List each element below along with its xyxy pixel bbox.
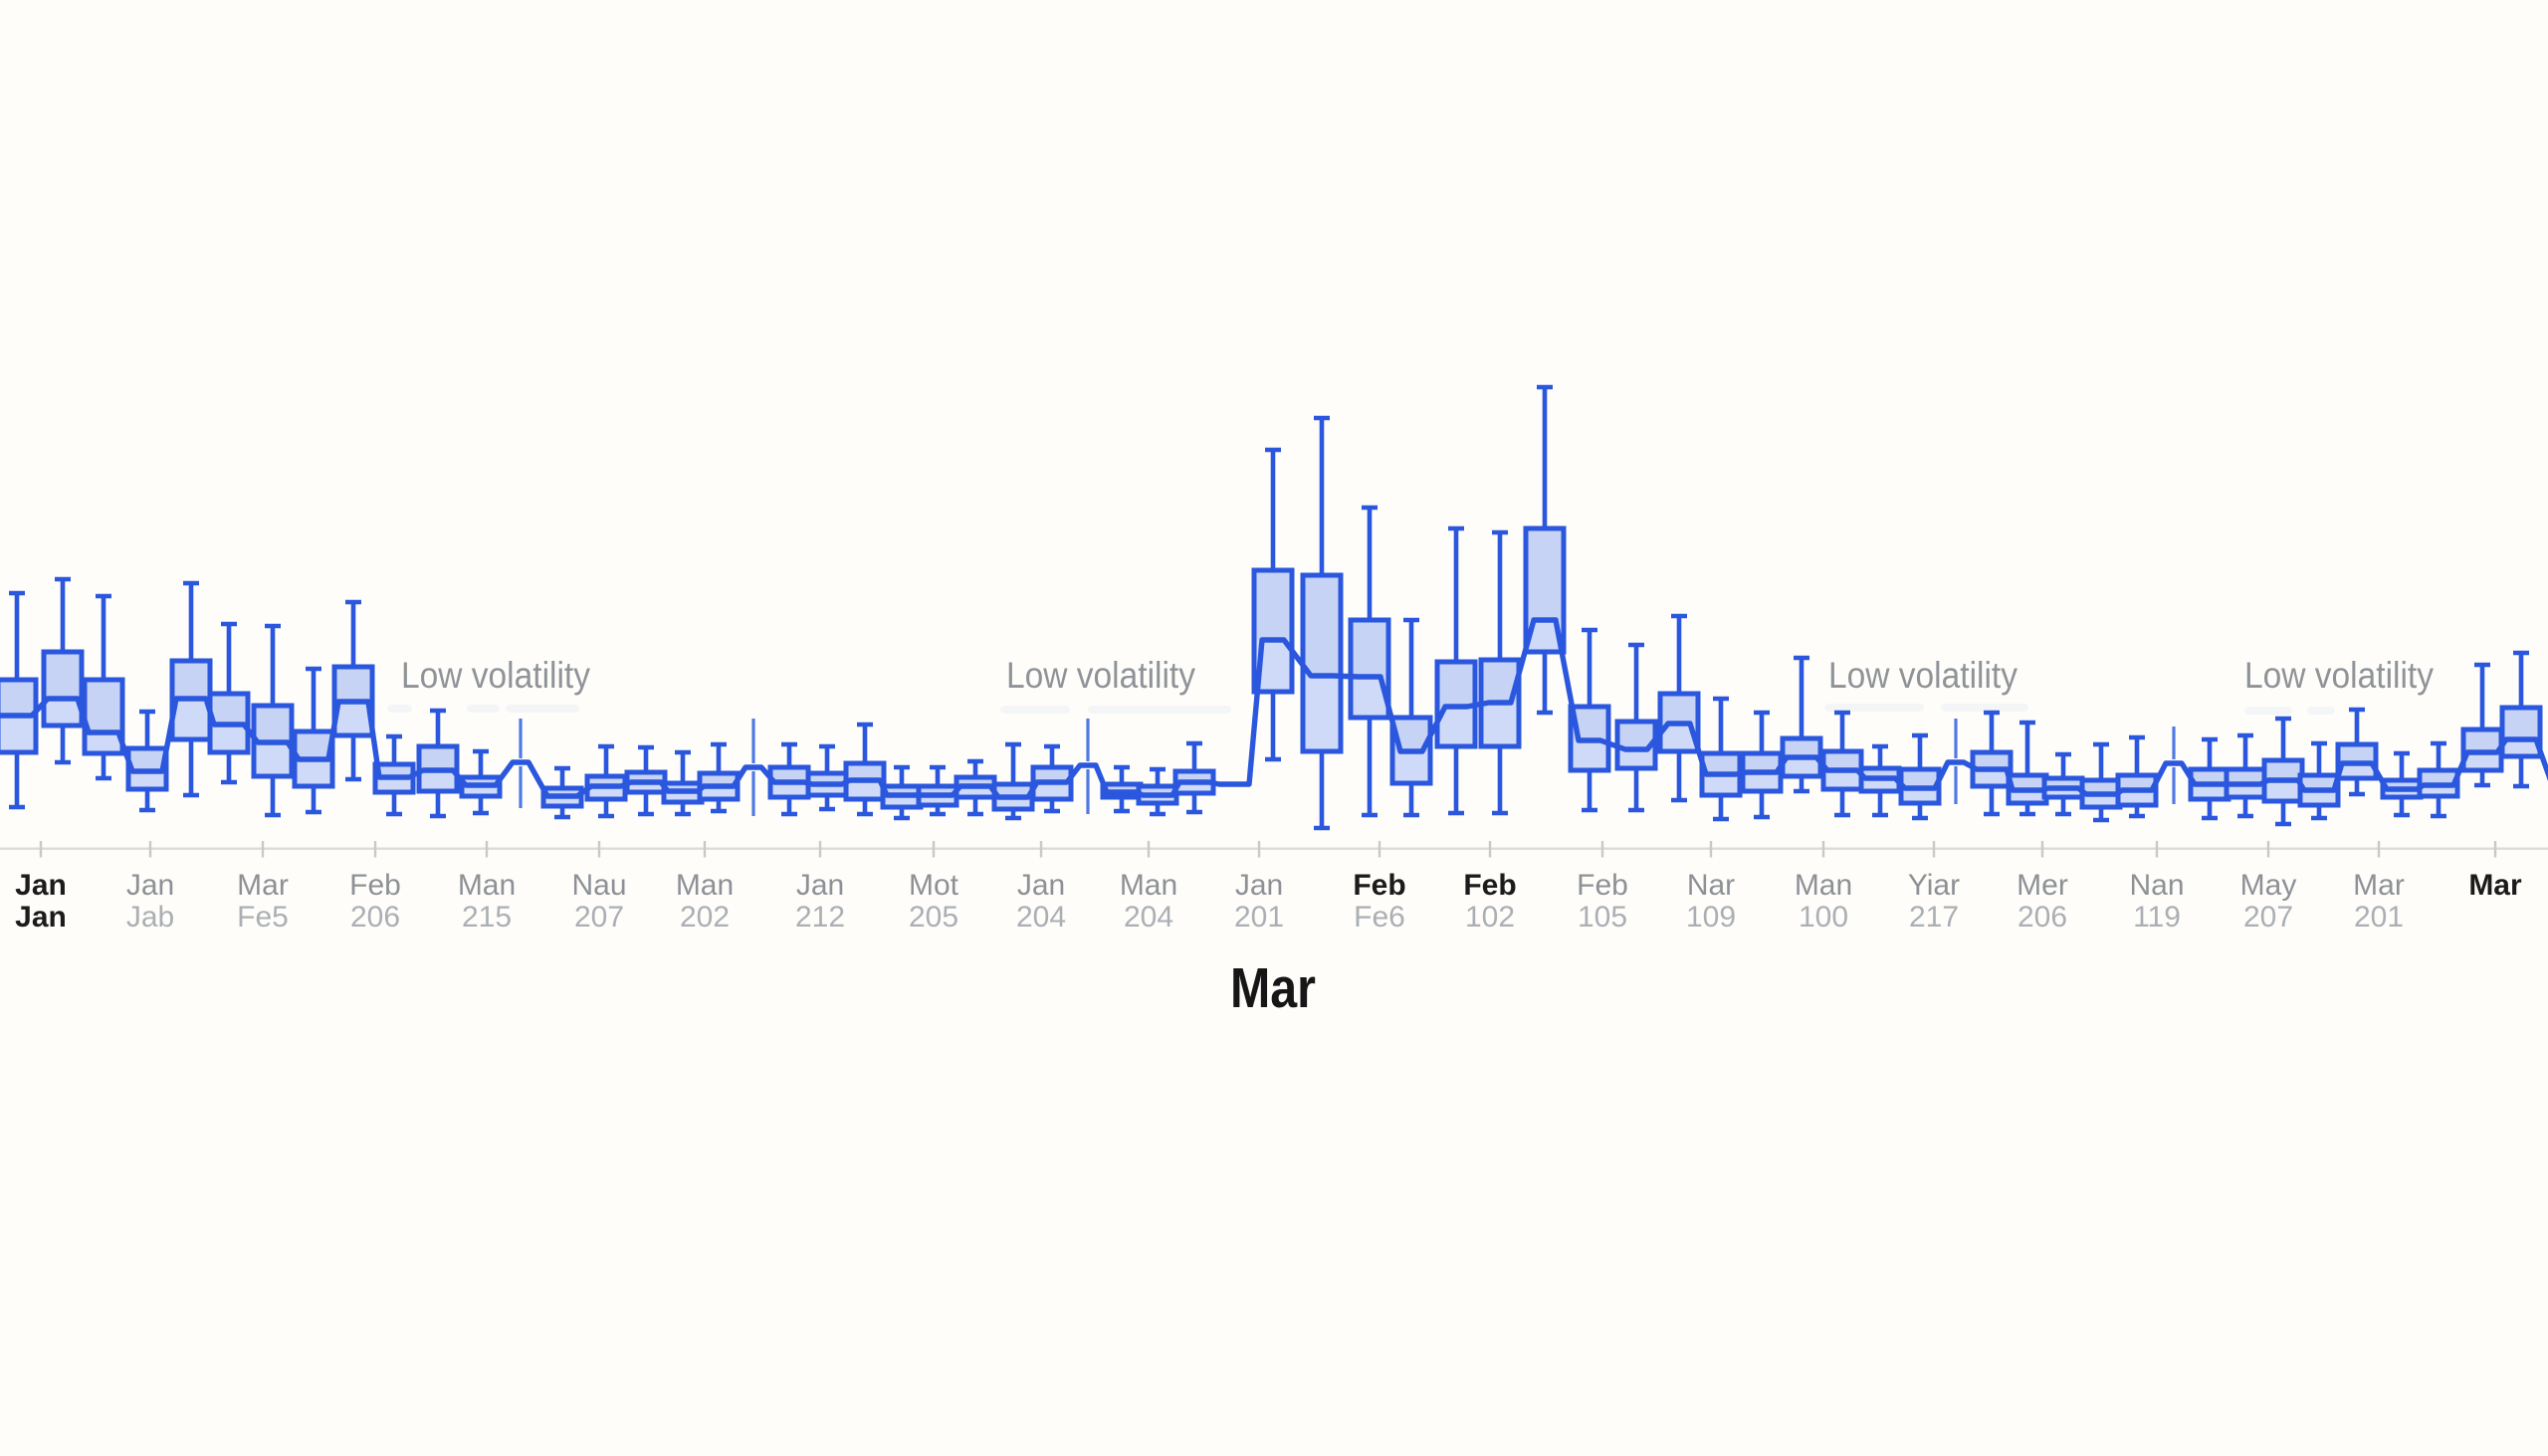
svg-text:Jan: Jan xyxy=(796,869,844,902)
svg-text:Mar: Mar xyxy=(2468,869,2522,902)
svg-text:Mer: Mer xyxy=(2017,869,2068,902)
svg-text:Feb: Feb xyxy=(1353,869,1405,902)
svg-text:206: 206 xyxy=(2017,901,2067,934)
svg-text:109: 109 xyxy=(1686,901,1736,934)
svg-text:206: 206 xyxy=(350,901,400,934)
svg-text:Low volatility: Low volatility xyxy=(1006,655,1195,696)
svg-text:May: May xyxy=(2240,869,2297,902)
svg-text:Man: Man xyxy=(458,869,516,902)
svg-text:217: 217 xyxy=(1909,901,1959,934)
svg-text:105: 105 xyxy=(1578,901,1627,934)
svg-text:Man: Man xyxy=(1795,869,1852,902)
svg-text:207: 207 xyxy=(574,901,624,934)
svg-text:Jan: Jan xyxy=(15,901,67,934)
svg-text:Jan: Jan xyxy=(15,869,67,902)
svg-text:Feb: Feb xyxy=(1463,869,1516,902)
svg-text:Feb: Feb xyxy=(1577,869,1628,902)
svg-text:201: 201 xyxy=(2354,901,2404,934)
svg-text:204: 204 xyxy=(1124,901,1173,934)
svg-text:119: 119 xyxy=(2133,901,2181,934)
svg-text:100: 100 xyxy=(1799,901,1848,934)
svg-text:Jan: Jan xyxy=(126,869,174,902)
svg-text:Nau: Nau xyxy=(571,869,626,902)
svg-text:Feb: Feb xyxy=(349,869,401,902)
svg-text:Mot: Mot xyxy=(909,869,959,902)
svg-text:Low volatility: Low volatility xyxy=(1828,655,2017,696)
svg-text:Nar: Nar xyxy=(1687,869,1735,902)
svg-text:215: 215 xyxy=(462,901,512,934)
svg-text:202: 202 xyxy=(680,901,730,934)
svg-text:201: 201 xyxy=(1234,901,1284,934)
svg-text:Man: Man xyxy=(676,869,734,902)
svg-text:Fe6: Fe6 xyxy=(1354,901,1405,934)
svg-text:Yiar: Yiar xyxy=(1908,869,1960,902)
svg-text:Mar: Mar xyxy=(237,869,289,902)
svg-text:102: 102 xyxy=(1465,901,1515,934)
svg-text:Low volatility: Low volatility xyxy=(401,655,590,696)
svg-text:Mar: Mar xyxy=(1230,956,1316,1020)
svg-text:Low volatility: Low volatility xyxy=(2244,655,2434,696)
svg-text:205: 205 xyxy=(909,901,958,934)
svg-text:Mar: Mar xyxy=(2353,869,2405,902)
svg-text:Man: Man xyxy=(1120,869,1177,902)
svg-text:Fe5: Fe5 xyxy=(237,901,289,934)
svg-text:Jab: Jab xyxy=(126,901,174,934)
svg-text:Nan: Nan xyxy=(2129,869,2184,902)
svg-text:207: 207 xyxy=(2243,901,2293,934)
svg-text:Jan: Jan xyxy=(1235,869,1283,902)
svg-text:212: 212 xyxy=(795,901,845,934)
svg-text:204: 204 xyxy=(1016,901,1066,934)
svg-text:Jan: Jan xyxy=(1017,869,1065,902)
